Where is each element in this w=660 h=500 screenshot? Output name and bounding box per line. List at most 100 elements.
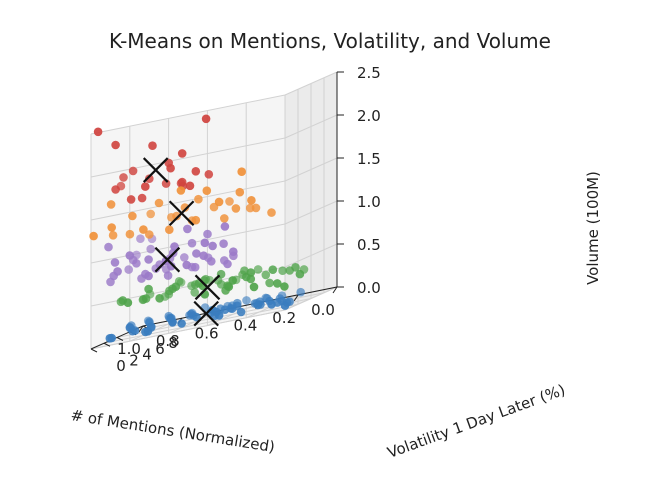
data-point [182, 260, 191, 270]
data-point [128, 211, 137, 221]
x-axis-label: # of Mentions (Normalized) [69, 406, 276, 456]
gridline-z [90, 180, 286, 221]
data-point [141, 182, 150, 191]
data-point [224, 282, 234, 292]
data-point [208, 241, 217, 251]
data-point [202, 186, 212, 195]
data-point [192, 249, 201, 258]
z-tick-label: 1.0 [357, 193, 381, 211]
centroid-stroke [154, 246, 181, 273]
data-point [177, 177, 187, 187]
data-point [93, 127, 103, 137]
centroid-stroke [168, 200, 195, 227]
data-point [247, 196, 256, 205]
data-point [296, 287, 306, 297]
z-tick-label: 0.5 [357, 236, 381, 254]
data-point [280, 282, 289, 291]
data-point [191, 215, 201, 225]
data-point [199, 251, 208, 260]
data-point [200, 238, 210, 248]
x-tick-label: 0.2 [272, 309, 296, 327]
centroid-stroke [193, 300, 219, 327]
centroid-marker [194, 274, 221, 301]
data-point [124, 265, 133, 274]
data-point [125, 251, 135, 260]
data-point [107, 223, 116, 232]
data-point [251, 203, 261, 213]
data-point [107, 333, 116, 343]
data-point [280, 301, 290, 310]
data-point [111, 185, 120, 194]
data-point [106, 200, 116, 209]
data-point [183, 224, 192, 234]
data-point [177, 149, 187, 158]
data-point [223, 259, 232, 269]
data-point [145, 174, 154, 183]
data-point [236, 307, 246, 317]
x-tick-label: 1.0 [117, 340, 141, 358]
data-point [249, 282, 259, 292]
data-point [242, 296, 251, 305]
x-tick-mark [293, 294, 299, 302]
data-point [265, 278, 274, 288]
data-point [154, 198, 164, 208]
data-point [190, 288, 199, 297]
data-point [113, 267, 122, 276]
data-point [146, 209, 155, 219]
data-point [119, 173, 128, 182]
data-point [132, 259, 141, 268]
centroid-marker [154, 246, 181, 273]
gridline-z [284, 200, 338, 225]
data-point [123, 298, 133, 308]
data-point [170, 242, 179, 251]
data-point [111, 140, 120, 150]
data-point [136, 234, 145, 243]
data-point [253, 300, 263, 310]
data-point [108, 231, 118, 240]
data-point [165, 225, 174, 234]
data-point [268, 265, 278, 275]
centroid-markers [142, 157, 221, 327]
data-point [180, 203, 190, 212]
data-point [137, 193, 147, 203]
data-point [125, 229, 135, 239]
data-point [253, 265, 263, 274]
data-point [141, 294, 151, 303]
data-point [273, 279, 282, 288]
data-point [203, 229, 212, 239]
data-point [155, 294, 164, 303]
x-tick-label: 0.4 [233, 317, 257, 335]
y-tick-label: 0 [116, 357, 126, 375]
data-point [194, 194, 203, 204]
data-point [187, 238, 197, 248]
centroid-marker [193, 300, 219, 327]
axis-ticks: 0.00.20.40.60.81.00 2 4 6 80.00.51.01.52.02.… [90, 64, 381, 375]
gridline-y [103, 303, 299, 344]
data-point [192, 312, 201, 322]
y-tick-label: 8 [168, 334, 178, 352]
z-tick-label: 2.0 [357, 107, 381, 125]
data-point [144, 271, 153, 281]
data-point [168, 317, 177, 327]
gridline-z [90, 137, 286, 178]
y-tick-mark [90, 348, 98, 353]
x-tick-label: 0.8 [156, 332, 180, 350]
y-tick-mark [116, 337, 124, 341]
data-point [166, 163, 175, 173]
data-point [139, 225, 148, 234]
data-point [231, 204, 241, 213]
x-tick-label: 0.6 [195, 324, 219, 342]
data-point [110, 258, 120, 267]
data-point [220, 222, 230, 231]
data-point [235, 187, 245, 197]
z-tick-label: 0.0 [357, 279, 381, 297]
data-point [291, 263, 300, 272]
data-point [191, 167, 201, 176]
data-point [176, 186, 186, 195]
data-point [201, 114, 211, 124]
data-point [143, 327, 153, 336]
data-point [190, 262, 200, 272]
centroid-stroke [194, 274, 221, 301]
gridline-z [90, 309, 286, 350]
data-point [177, 319, 186, 328]
